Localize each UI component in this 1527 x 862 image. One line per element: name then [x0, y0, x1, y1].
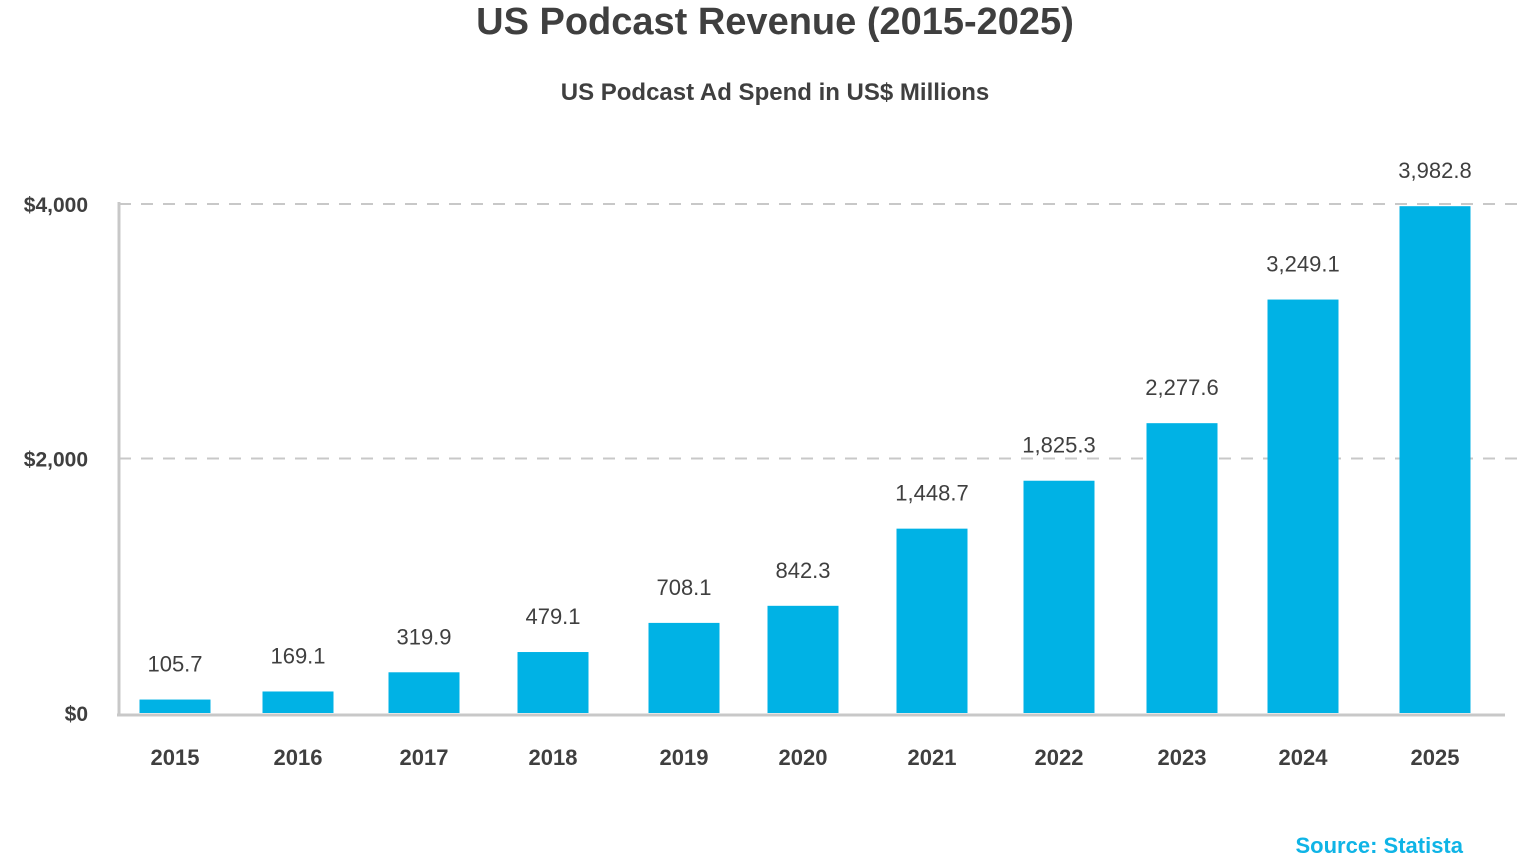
bars — [139, 206, 1471, 713]
data-label: 3,982.8 — [1398, 158, 1471, 183]
x-tick-label: 2019 — [660, 745, 709, 770]
data-label: 3,249.1 — [1266, 252, 1339, 277]
y-tick-label: $4,000 — [24, 194, 88, 217]
data-label: 105.7 — [147, 652, 202, 677]
data-label: 1,448.7 — [895, 481, 968, 506]
data-label: 319.9 — [396, 624, 451, 649]
data-label: 1,825.3 — [1022, 433, 1095, 458]
data-label: 169.1 — [270, 643, 325, 668]
x-tick-label: 2022 — [1035, 745, 1084, 770]
x-tick-label: 2015 — [151, 745, 200, 770]
data-labels: 105.7 169.1 319.9 479.1 708.1 842.3 1,448.7 1,8… — [147, 158, 1471, 676]
data-label: 479.1 — [525, 604, 580, 629]
y-tick-labels: $0 $2,000 $4,000 — [24, 194, 88, 726]
x-tick-label: 2017 — [400, 745, 449, 770]
bar — [1267, 299, 1339, 713]
chart-title: US Podcast Revenue (2015-2025) — [476, 1, 1074, 43]
data-label: 2,277.6 — [1145, 375, 1218, 400]
axes — [117, 202, 1505, 717]
bar — [262, 691, 334, 713]
data-label: 708.1 — [656, 575, 711, 600]
x-tick-label: 2025 — [1411, 745, 1460, 770]
chart-subtitle: US Podcast Ad Spend in US$ Millions — [560, 79, 990, 106]
x-tick-labels: 2015 2016 2017 2018 2019 2020 2021 2022 2023 2024… — [151, 745, 1460, 770]
x-tick-label: 2024 — [1279, 745, 1329, 770]
bar — [388, 672, 460, 713]
x-tick-label: 2020 — [779, 745, 828, 770]
bar — [896, 528, 968, 713]
x-tick-label: 2021 — [908, 745, 957, 770]
bar — [767, 605, 839, 713]
bar — [139, 699, 211, 713]
x-tick-label: 2018 — [529, 745, 578, 770]
x-tick-label: 2016 — [274, 745, 323, 770]
bar — [517, 652, 589, 713]
y-tick-label: $2,000 — [24, 449, 88, 472]
source-label: Source: Statista — [1295, 833, 1464, 858]
bar — [1023, 480, 1095, 713]
data-label: 842.3 — [775, 558, 830, 583]
y-tick-label: $0 — [65, 703, 88, 726]
bar — [1399, 206, 1471, 713]
bar — [1146, 423, 1218, 713]
bar — [648, 622, 720, 713]
x-tick-label: 2023 — [1158, 745, 1207, 770]
